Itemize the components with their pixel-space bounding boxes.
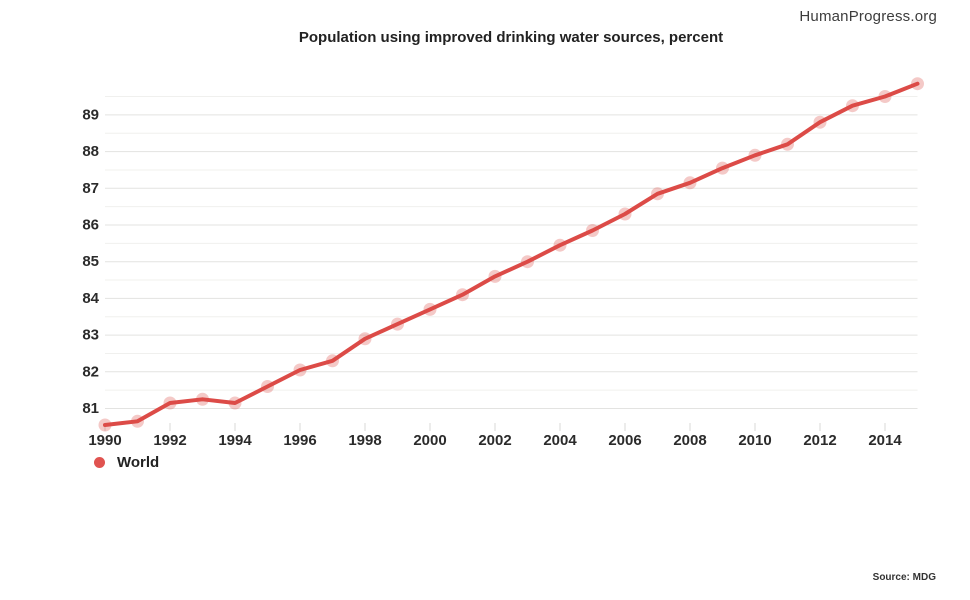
y-axis-label: 82 xyxy=(82,363,99,380)
y-axis-label: 87 xyxy=(82,180,99,197)
y-axis-label: 83 xyxy=(82,327,99,344)
x-axis-label: 2004 xyxy=(543,432,577,449)
x-axis-label: 2008 xyxy=(673,432,706,449)
series-line-world xyxy=(103,81,920,427)
x-axis-label: 2010 xyxy=(738,432,771,449)
x-axis-label: 2012 xyxy=(803,432,836,449)
legend-item-label: World xyxy=(117,454,160,471)
x-axis-label: 2002 xyxy=(478,432,511,449)
y-axis-label: 81 xyxy=(82,400,99,417)
chart-title: Population using improved drinking water… xyxy=(298,29,724,46)
y-axis-label: 89 xyxy=(82,106,99,123)
source-label: Source: MDG xyxy=(872,572,936,583)
x-axis-label: 1990 xyxy=(88,432,121,449)
brand-watermark: HumanProgress.org xyxy=(799,8,937,25)
x-axis-label: 1996 xyxy=(283,432,316,449)
y-axis-label: 85 xyxy=(82,253,99,270)
legend: World xyxy=(94,454,159,471)
y-axis-label: 88 xyxy=(82,143,99,160)
line-chart: 81 82 83 84 85 86 87 88 89 1990 1992 1994 1996 1998 20… xyxy=(82,77,924,449)
x-axis-label: 2000 xyxy=(413,432,446,449)
x-axis-label: 1998 xyxy=(348,432,381,449)
x-axis-label: 1992 xyxy=(153,432,186,449)
legend-marker-icon xyxy=(94,457,105,468)
y-axis-label: 86 xyxy=(82,217,99,234)
y-axis-label: 84 xyxy=(82,290,99,307)
x-axis-label: 1994 xyxy=(218,432,252,449)
legend-item-world[interactable]: World xyxy=(94,454,159,471)
x-axis-label: 2006 xyxy=(608,432,641,449)
x-axis-label: 2014 xyxy=(868,432,902,449)
